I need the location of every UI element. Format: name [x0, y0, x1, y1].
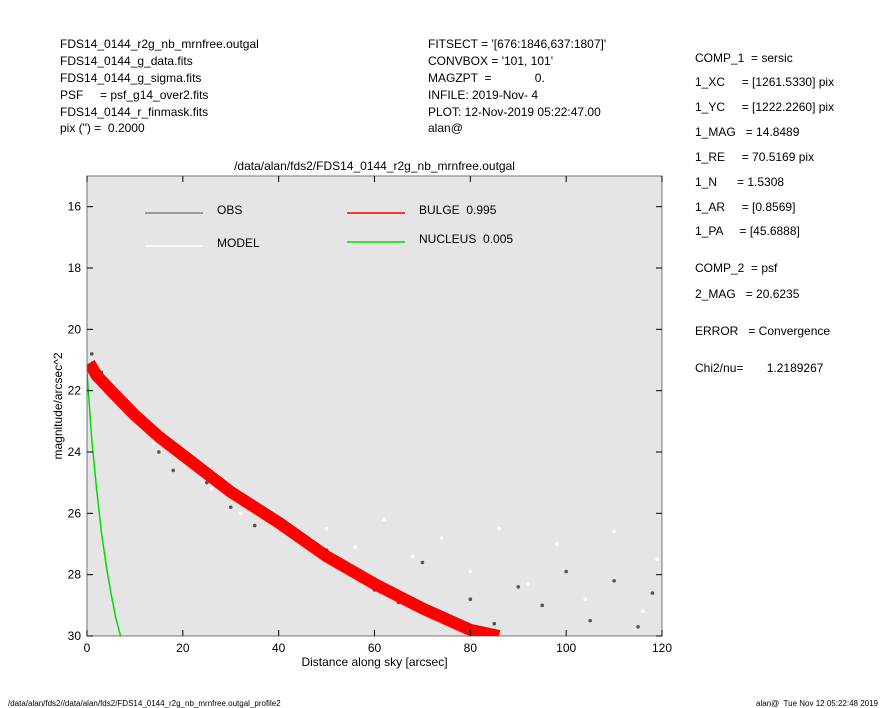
data-point: [439, 536, 444, 540]
data-point: [382, 517, 386, 522]
x-tick-label: 20: [176, 641, 190, 655]
y-tick-label: 24: [68, 445, 82, 459]
y-tick-label: 18: [68, 261, 82, 275]
legend-label: NUCLEUS 0.005: [419, 232, 513, 246]
y-tick-label: 28: [68, 568, 82, 582]
header-left-line: PSF = psf_g14_over2.fits: [60, 88, 208, 102]
data-point: [228, 505, 233, 510]
plot-background: [87, 176, 662, 636]
data-point: [468, 569, 473, 574]
y-tick-label: 30: [68, 629, 82, 643]
parameter: 1_MAG = 14.8489: [695, 125, 800, 139]
data-point: [171, 468, 176, 473]
plot-area: [87, 352, 660, 636]
parameter: 1_N = 1.5308: [695, 175, 784, 189]
legend-label: OBS: [217, 203, 242, 217]
data-point: [89, 352, 94, 356]
header-middle-line: MAGZPT = 0.: [428, 71, 545, 85]
data-point: [641, 609, 645, 614]
header-left-line: pix (") = 0.2000: [60, 121, 145, 135]
data-point: [516, 585, 521, 589]
parameter: COMP_2 = psf: [695, 261, 778, 275]
data-point: [583, 597, 588, 601]
y-tick-label: 16: [68, 200, 82, 214]
data-point: [238, 511, 243, 516]
y-tick-label: 22: [68, 384, 82, 398]
header-left-line: FDS14_0144_r_finmask.fits: [60, 105, 208, 119]
x-tick-label: 100: [556, 641, 576, 655]
x-tick-label: 60: [368, 641, 382, 655]
data-point: [204, 480, 209, 485]
x-tick-label: 120: [652, 641, 672, 655]
parameter: 1_YC = [1222.2260] pix: [695, 100, 834, 114]
data-point: [612, 529, 616, 534]
chart-title: /data/alan/fds2/FDS14_0144_r2g_nb_mrnfre…: [234, 159, 515, 173]
data-point: [152, 441, 156, 445]
data-point: [468, 597, 473, 601]
data-point: [252, 523, 257, 528]
data-point: [636, 625, 640, 629]
data-point: [497, 526, 501, 531]
parameter: 1_AR = [0.8569]: [695, 200, 795, 214]
header-left-line: FDS14_0144_g_sigma.fits: [60, 71, 201, 85]
data-point: [324, 526, 329, 531]
legend-label: MODEL: [217, 236, 260, 250]
x-tick-label: 40: [272, 641, 286, 655]
header-middle-line: INFILE: 2019-Nov- 4: [428, 88, 538, 102]
parameter: COMP_1 = sersic: [695, 51, 793, 65]
header-middle-line: FITSECT = '[676:1846,637:1807]': [428, 37, 606, 51]
header-middle-line: PLOT: 12-Nov-2019 05:22:47.00: [428, 105, 601, 119]
header-left-line: FDS14_0144_g_data.fits: [60, 54, 193, 68]
x-tick-label: 80: [464, 641, 478, 655]
footer-right: alan@ Tue Nov 12 05:22:48 2019: [756, 699, 879, 708]
parameter: 1_RE = 70.5169 pix: [695, 150, 814, 164]
data-point: [655, 557, 660, 562]
data-point: [650, 591, 655, 595]
x-tick-label: 0: [84, 641, 91, 655]
data-point: [554, 542, 559, 546]
data-point: [209, 487, 214, 491]
data-point: [353, 545, 358, 549]
data-point: [157, 450, 161, 454]
data-point: [612, 579, 616, 583]
x-axis-label: Distance along sky [arcsec]: [301, 655, 447, 669]
data-point: [526, 582, 530, 586]
parameter: 1_XC = [1261.5330] pix: [695, 75, 834, 89]
header-middle-line: CONVBOX = '101, 101': [428, 54, 553, 68]
y-axis-label: magnitude/arcsec^2: [51, 352, 65, 459]
legend-label: BULGE 0.995: [419, 203, 497, 217]
model-line: [87, 372, 122, 636]
y-tick-label: 20: [68, 322, 82, 336]
data-point: [420, 560, 425, 565]
footer-left: /data/alan/fds2//data/alan/fds2/FDS14_01…: [8, 699, 281, 708]
parameter: ERROR = Convergence: [695, 324, 830, 338]
model-line: [87, 360, 501, 636]
data-point: [411, 554, 415, 559]
data-point: [540, 603, 545, 608]
data-point: [492, 621, 497, 626]
header-left-line: FDS14_0144_r2g_nb_mrnfree.outgal: [60, 37, 259, 51]
parameter: Chi2/nu= 1.2189267: [695, 361, 824, 375]
data-point: [588, 618, 592, 623]
y-tick-label: 26: [68, 506, 82, 520]
parameter: 1_PA = [45.6888]: [695, 224, 800, 238]
header-middle-line: alan@: [428, 121, 463, 135]
data-point: [564, 569, 568, 574]
parameter: 2_MAG = 20.6235: [695, 287, 800, 301]
